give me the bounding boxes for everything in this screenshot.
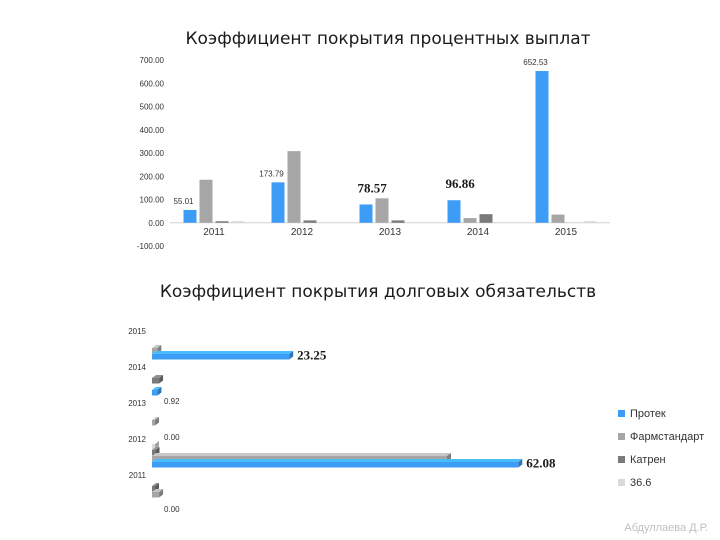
- chart1-ytick-label: 0.00: [148, 219, 164, 228]
- chart1-category-label: 2013: [379, 227, 402, 238]
- chart2-bar: [152, 351, 294, 360]
- chart1-category-label: 2015: [555, 227, 578, 238]
- chart1-ytick-label: 700.00: [140, 56, 165, 65]
- interest-coverage-chart: Коэффициент покрытия процентных выплат -1…: [137, 29, 610, 251]
- chart1-bar: [447, 200, 461, 223]
- chart2-bar: [152, 417, 159, 426]
- chart1-bar: [199, 179, 213, 223]
- chart1-ytick-label: 600.00: [140, 79, 165, 88]
- chart1-bar: [551, 214, 565, 223]
- legend-entry: Протек: [630, 408, 666, 420]
- chart1-data-label: 96.86: [446, 176, 476, 191]
- chart1-bar: [271, 182, 285, 223]
- legend-swatch: [618, 433, 625, 440]
- chart2-data-label: 0.92: [164, 397, 180, 406]
- chart1-ytick-label: 300.00: [140, 149, 165, 158]
- legend-swatch: [618, 410, 625, 417]
- chart1-data-label: 652.53: [523, 58, 548, 67]
- chart1-bar: [391, 220, 405, 223]
- chart2-data-label: 0.00: [164, 433, 180, 442]
- chart1-bar: [231, 221, 245, 223]
- chart2-bar: [152, 375, 164, 384]
- legend-swatch: [618, 479, 625, 486]
- chart1-bar: [479, 214, 493, 223]
- chart1-bar: [463, 218, 477, 223]
- chart1-ytick-label: 400.00: [140, 126, 165, 135]
- chart2-category-label: 2015: [128, 327, 146, 336]
- author-caption: Абдуллаева Д.Р.: [624, 522, 708, 534]
- chart1-category-label: 2011: [203, 227, 225, 238]
- chart1-data-label: 173.79: [259, 169, 284, 178]
- legend-swatch: [618, 456, 625, 463]
- legend-entry: 36.6: [630, 477, 651, 489]
- chart1-ytick-label: 500.00: [140, 103, 165, 112]
- chart1-bar: [183, 209, 197, 223]
- chart1-bar: [535, 71, 549, 223]
- chart1-bar: [215, 221, 229, 223]
- chart1-category-label: 2012: [291, 227, 314, 238]
- chart2-title: Коэффициент покрытия долговых обязательс…: [160, 282, 596, 302]
- chart1-bar: [287, 151, 301, 223]
- chart1-bar: [375, 198, 389, 223]
- chart2-data-label: 0.00: [164, 505, 180, 514]
- chart1-bar: [359, 204, 373, 223]
- chart1-ytick-label: 200.00: [140, 172, 165, 181]
- chart2-data-label: 62.08: [526, 456, 556, 471]
- chart2-category-label: 2013: [128, 399, 146, 408]
- chart1-bar: [303, 220, 317, 223]
- chart2-bar: [152, 387, 162, 396]
- chart2-category-label: 2011: [129, 471, 147, 480]
- chart1-ytick-label: 100.00: [140, 196, 165, 205]
- legend-entry: Фармстандарт: [630, 431, 704, 443]
- chart1-data-label: 55.01: [173, 197, 194, 206]
- chart1-data-label: 78.57: [358, 180, 388, 195]
- chart1-bar: [583, 221, 597, 223]
- chart2-bar: [152, 459, 523, 468]
- chart1-title: Коэффициент покрытия процентных выплат: [185, 29, 590, 49]
- chart1-ytick-label: -100.00: [137, 242, 165, 251]
- chart2-category-label: 2014: [128, 363, 146, 372]
- chart2-category-label: 2012: [128, 435, 146, 444]
- legend-entry: Катрен: [630, 454, 666, 466]
- chart2-bar: [152, 489, 164, 498]
- chart1-category-label: 2014: [467, 227, 490, 238]
- chart2-data-label: 23.25: [297, 348, 327, 363]
- chart2-legend: Протек Фармстандарт Катрен 36.6: [618, 408, 704, 489]
